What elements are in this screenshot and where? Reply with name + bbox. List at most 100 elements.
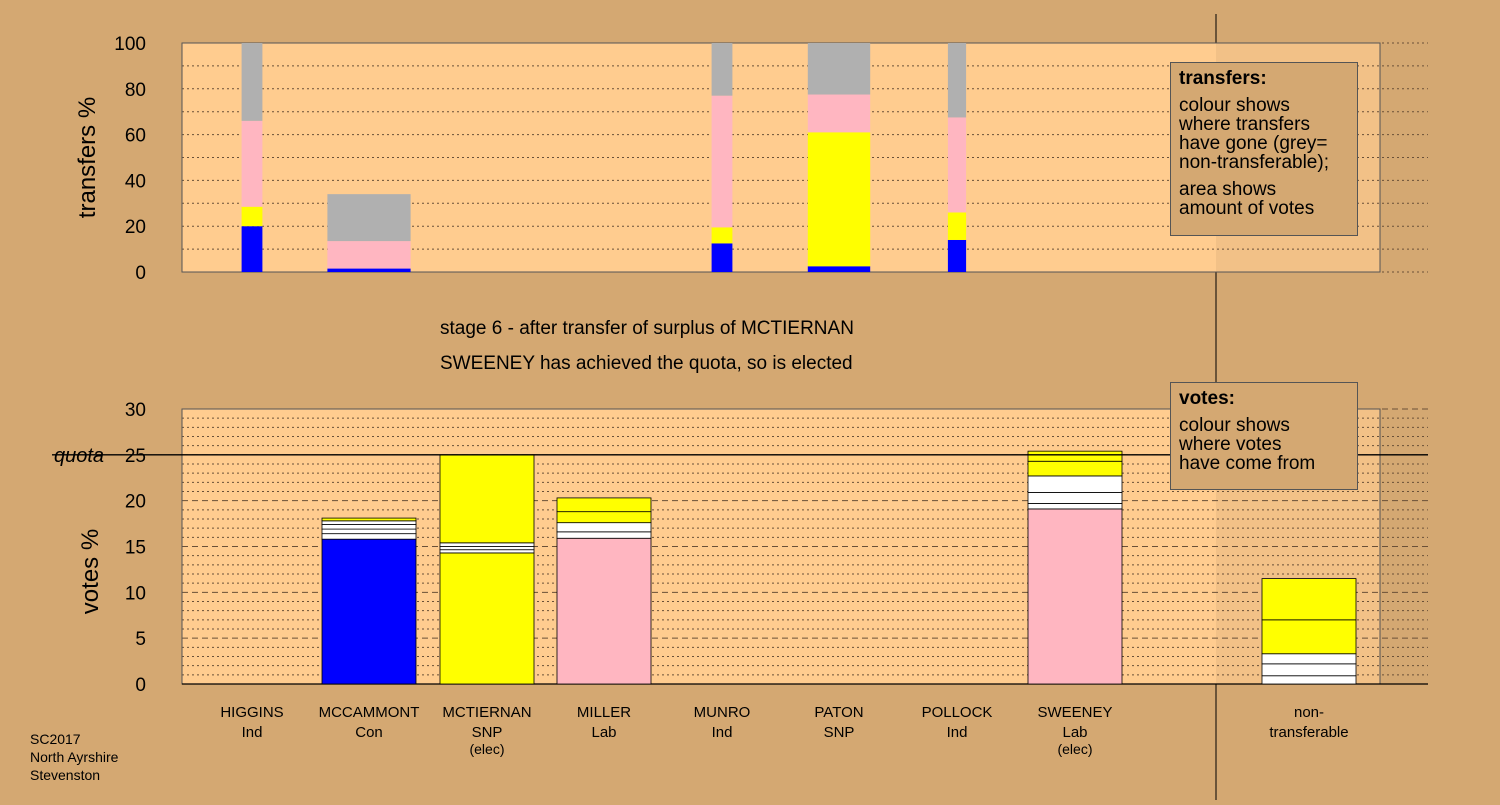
candidate-party-label: SNP: [472, 724, 503, 741]
candidate-status-label: (elec): [469, 741, 504, 757]
vote-segment-miller: [556, 497, 652, 513]
transfer-segment-munro: [711, 227, 733, 244]
transfer-segment-paton: [807, 43, 871, 95]
transfers-legend-line: amount of votes: [1179, 198, 1315, 219]
candidate-name-label: HIGGINS: [220, 704, 283, 721]
votes-y-tick-label: 10: [125, 583, 146, 604]
transfers-plot-frame: [181, 42, 1381, 273]
candidate-status-label: (elec): [1057, 741, 1092, 757]
vote-segment-mccammont: [321, 538, 417, 685]
result-caption: SWEENEY has achieved the quota, so is el…: [440, 353, 853, 374]
transfer-segment-higgins: [241, 120, 263, 207]
vote-segment-mctiernan: [439, 542, 535, 547]
stage-caption: stage 6 - after transfer of surplus of M…: [440, 318, 854, 339]
transfer-segment-pollock: [947, 239, 967, 272]
footer-line: North Ayrshire: [30, 749, 119, 765]
votes-y-tick-label: 20: [125, 492, 146, 513]
votes-legend-line: where votes: [1179, 434, 1282, 455]
transfers-y-tick-label: 60: [125, 126, 146, 147]
votes-y-tick-label: 15: [125, 538, 146, 559]
vote-segment-non: [1261, 675, 1357, 685]
vote-segment-mctiernan: [439, 454, 535, 544]
candidate-party-label: Ind: [242, 724, 263, 741]
vote-segment-sweeney: [1027, 460, 1123, 477]
quota-label: quota: [54, 445, 104, 467]
votes-y-tick-label: 5: [135, 629, 146, 650]
transfer-segment-munro: [711, 43, 733, 96]
transfers-y-tick-label: 20: [125, 217, 146, 238]
vote-segment-miller: [556, 511, 652, 524]
transfer-segment-pollock: [947, 117, 967, 213]
transfer-segment-pollock: [947, 43, 967, 118]
transfers-legend-box: transfers: colour shows where transfers …: [1170, 62, 1358, 236]
candidate-name-label: POLLOCK: [922, 704, 993, 721]
footer-line: Stevenston: [30, 767, 101, 783]
transfers-legend-line: area shows: [1179, 179, 1277, 200]
transfers-legend-text-2: area shows amount of votes: [1179, 180, 1349, 218]
candidate-name-label: MCCAMMONT: [319, 704, 420, 721]
transfer-segment-mccammont: [327, 241, 411, 269]
vote-segment-sweeney: [1027, 475, 1123, 493]
transfer-segment-munro: [711, 95, 733, 228]
transfer-segment-paton: [807, 94, 871, 133]
transfers-legend-line: where transfers: [1179, 114, 1310, 135]
footer-source: SC2017 North Ayrshire Stevenston: [30, 730, 118, 784]
transfer-segment-mccammont: [327, 194, 411, 242]
candidate-name-label: MCTIERNAN: [442, 704, 531, 721]
vote-segment-miller: [556, 531, 652, 539]
votes-legend-line: colour shows: [1179, 415, 1290, 436]
transfers-y-tick-label: 100: [114, 34, 146, 55]
candidate-party-label: Con: [355, 724, 383, 741]
vote-segment-non: [1261, 653, 1357, 665]
candidate-party-label: Ind: [947, 724, 968, 741]
candidate-name-label: MILLER: [577, 704, 631, 721]
footer-line: SC2017: [30, 731, 81, 747]
vote-segment-mctiernan: [439, 546, 535, 551]
vote-segment-non: [1261, 578, 1357, 621]
votes-legend-text: colour shows where votes have come from: [1179, 416, 1349, 473]
votes-legend-title: votes:: [1179, 388, 1235, 409]
vote-segment-mctiernan: [439, 552, 535, 685]
transfers-axis-label: transfers %: [74, 97, 101, 218]
vote-segment-mccammont: [321, 520, 417, 525]
vote-segment-sweeney: [1027, 492, 1123, 504]
votes-y-tick-label: 30: [125, 400, 146, 421]
transfers-legend-text-1: colour shows where transfers have gone (…: [1179, 96, 1349, 172]
vote-segment-miller: [556, 522, 652, 533]
transfers-y-tick-label: 0: [135, 263, 146, 284]
vote-segment-non: [1261, 619, 1357, 655]
candidate-name-label: SWEENEY: [1037, 704, 1112, 721]
vote-segment-sweeney: [1027, 450, 1123, 462]
candidate-party-label: SNP: [824, 724, 855, 741]
candidate-party-label: transferable: [1269, 724, 1348, 741]
transfer-segment-paton: [807, 266, 871, 272]
transfer-segment-higgins: [241, 43, 263, 121]
vote-segment-miller: [556, 537, 652, 685]
vote-segment-non: [1261, 663, 1357, 677]
transfers-y-tick-label: 80: [125, 80, 146, 101]
transfer-segment-mccammont: [327, 268, 411, 272]
votes-y-tick-label: 0: [135, 675, 146, 696]
vote-segment-mccammont: [321, 517, 417, 522]
candidate-party-label: Lab: [591, 724, 616, 741]
candidate-name-label: PATON: [814, 704, 863, 721]
transfers-legend-line: colour shows: [1179, 95, 1290, 116]
vote-segment-mccammont: [321, 533, 417, 540]
transfers-y-tick-label: 40: [125, 171, 146, 192]
votes-axis-label: votes %: [77, 529, 104, 614]
votes-legend-box: votes: colour shows where votes have com…: [1170, 382, 1358, 490]
vote-segment-sweeney: [1027, 508, 1123, 685]
vote-segment-sweeney: [1027, 503, 1123, 510]
vote-segment-mctiernan: [439, 549, 535, 554]
candidate-party-label: Ind: [712, 724, 733, 741]
candidate-party-label: Lab: [1062, 724, 1087, 741]
transfers-legend-line: non-transferable);: [1179, 152, 1329, 173]
transfer-segment-higgins: [241, 206, 263, 227]
transfer-segment-munro: [711, 243, 733, 272]
votes-y-tick-label: 25: [125, 446, 146, 467]
transfer-segment-higgins: [241, 226, 263, 272]
transfers-legend-line: have gone (grey=: [1179, 133, 1328, 154]
transfer-segment-pollock: [947, 212, 967, 240]
vote-segment-mccammont: [321, 528, 417, 535]
